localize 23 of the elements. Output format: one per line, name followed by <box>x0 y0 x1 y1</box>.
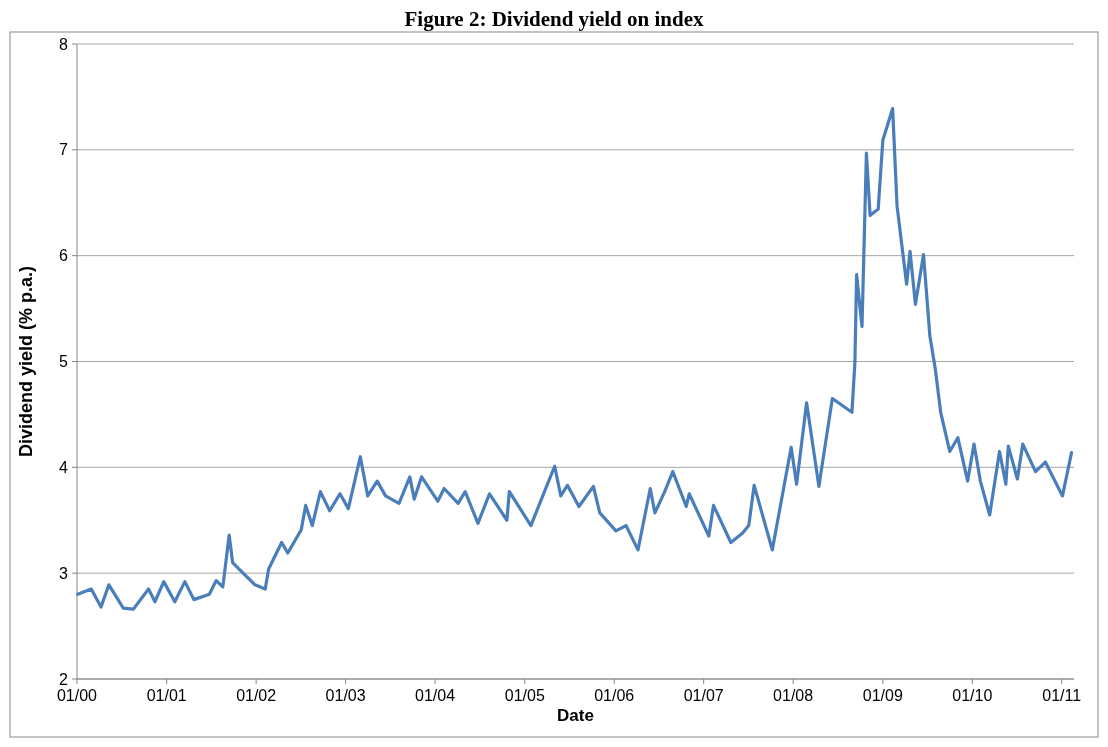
x-tick-label: 01/09 <box>862 687 903 704</box>
x-tick-label: 01/02 <box>236 687 277 704</box>
x-tick-label: 01/08 <box>773 687 814 704</box>
y-axis-title: Dividend yield (% p.a.) <box>16 265 36 458</box>
x-tick-label: 01/10 <box>952 687 993 704</box>
x-tick-label: 01/11 <box>1042 687 1082 704</box>
y-tick-label: 5 <box>59 353 69 371</box>
y-tick-label: 7 <box>59 141 69 159</box>
y-tick-label: 6 <box>59 247 69 265</box>
x-tick-label: 01/00 <box>56 687 98 704</box>
x-tick-label: 01/05 <box>504 687 545 704</box>
x-tick-label: 01/07 <box>683 687 724 704</box>
x-tick-label: 01/04 <box>415 687 456 704</box>
chart-title: Figure 2: Dividend yield on index <box>404 7 704 31</box>
y-tick-label: 8 <box>59 35 69 53</box>
y-tick-label: 3 <box>59 564 69 582</box>
y-tick-label: 4 <box>59 458 69 476</box>
x-tick-label: 01/03 <box>325 687 366 704</box>
x-tick-label: 01/06 <box>594 687 635 704</box>
x-axis-title: Date <box>557 706 594 725</box>
y-tick-label: 2 <box>59 670 69 688</box>
x-tick-label: 01/01 <box>146 687 187 704</box>
line-series <box>76 106 1074 611</box>
